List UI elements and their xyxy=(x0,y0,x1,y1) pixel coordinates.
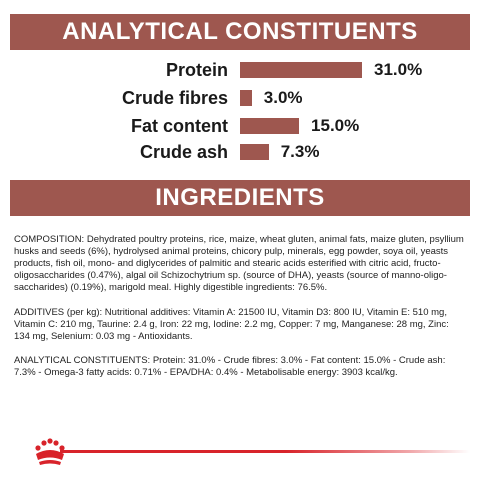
analytical-row-value: 7.3% xyxy=(280,142,320,161)
ingredients-banner: INGREDIENTS xyxy=(10,180,470,216)
footer-brand-line xyxy=(60,450,470,453)
ingredients-text: COMPOSITION: Dehydrated poultry proteins… xyxy=(14,222,466,391)
analytical-row: Crude ash 7.3% xyxy=(0,140,480,164)
analytical-row-bar xyxy=(240,144,269,160)
analytical-row-label: Crude fibres xyxy=(121,88,228,108)
analytical-row: Crude fibres 3.0% xyxy=(0,86,480,110)
analytical-row-value: 15.0% xyxy=(311,116,360,135)
additives-paragraph: ADDITIVES (per kg): Nutritional additive… xyxy=(14,306,449,342)
analytical-row-value: 31.0% xyxy=(374,60,423,79)
analytical-row-bar xyxy=(240,118,300,134)
analytical-constituents-paragraph: ANALYTICAL CONSTITUENTS: Protein: 31.0% … xyxy=(14,355,446,379)
analytical-row-bar xyxy=(240,62,362,78)
analytical-row-label: Fat content xyxy=(131,116,228,136)
analytical-row-label: Protein xyxy=(165,60,228,80)
analytical-row: Fat content 15.0% xyxy=(0,114,480,138)
royal-canin-crown-icon xyxy=(35,438,65,465)
analytical-row-bar xyxy=(240,90,252,106)
composition-paragraph: COMPOSITION: Dehydrated poultry proteins… xyxy=(14,234,464,294)
ingredients-title: INGREDIENTS xyxy=(155,184,325,211)
analytical-row: Protein 31.0% xyxy=(0,58,480,82)
analytical-row-label: Crude ash xyxy=(139,142,228,162)
analytical-constituents-banner: ANALYTICAL CONSTITUENTS xyxy=(10,14,470,50)
analytical-row-value: 3.0% xyxy=(263,88,303,107)
analytical-constituents-title: ANALYTICAL CONSTITUENTS xyxy=(62,18,418,45)
